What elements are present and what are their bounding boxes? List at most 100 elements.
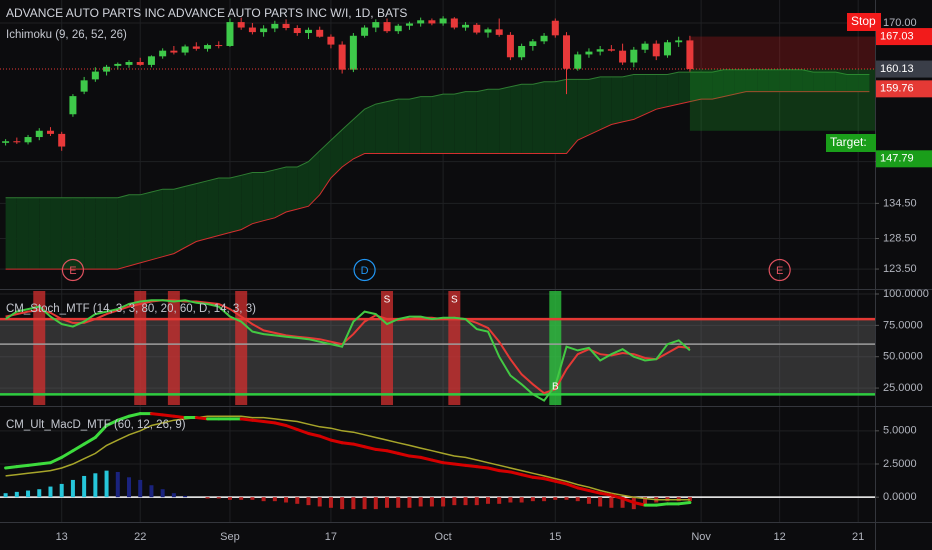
candle-body [349, 35, 357, 70]
macd-segment [587, 489, 602, 495]
cloud-fill [319, 140, 331, 195]
event-label: D [361, 265, 369, 277]
macd-segment [194, 416, 210, 421]
candle-body [46, 130, 54, 134]
histogram-bar [586, 497, 591, 504]
cloud-fill [95, 197, 107, 270]
histogram-bar [138, 479, 143, 498]
candle-body [630, 49, 638, 63]
x-tick-label: 13 [56, 531, 68, 543]
cloud-fill [768, 69, 780, 92]
macd-segment [273, 421, 288, 428]
candle-body [327, 36, 335, 45]
histogram-bar [239, 497, 244, 500]
histogram-bar [93, 473, 98, 498]
histogram-bar [48, 486, 53, 498]
cloud-fill [218, 178, 230, 236]
candle-body [372, 22, 380, 28]
histogram-bar [385, 497, 390, 508]
price-label-bg [876, 28, 932, 46]
candle-body [226, 22, 234, 46]
candle-body [260, 28, 268, 33]
macd-segment [654, 502, 669, 507]
indicator-title: CM_Ult_MacD_MTF (60, 12, 26, 9) [6, 419, 186, 431]
price-label: 159.76 [880, 83, 914, 95]
cloud-fill [532, 81, 545, 154]
x-tick-label: Sep [220, 531, 240, 543]
candle-body [24, 137, 32, 143]
histogram-bar [295, 497, 300, 504]
histogram-bar [261, 497, 266, 502]
histogram-bar [373, 497, 378, 510]
candle-body [540, 35, 548, 42]
macd-segment [363, 445, 378, 451]
x-tick-label: 21 [852, 531, 864, 543]
macd-segment [486, 466, 501, 473]
event-marker [768, 258, 791, 282]
macd-segment [26, 462, 41, 467]
cloud-fill [431, 94, 444, 154]
target-tag: Target: [830, 135, 867, 149]
macd-segment [542, 477, 557, 483]
candle-body [462, 24, 470, 28]
histogram-bar [26, 490, 31, 498]
candle-body [607, 49, 615, 51]
macd-segment [351, 442, 367, 449]
candle-body [652, 43, 660, 57]
cloud-fill [140, 191, 152, 263]
cloud-fill [72, 197, 85, 270]
stop-zone [689, 36, 875, 70]
cloud-fill [678, 72, 690, 105]
cloud-fill [723, 69, 735, 97]
histogram-bar [519, 497, 524, 503]
cloud-fill [342, 119, 354, 168]
candle-body [147, 56, 155, 65]
macd-segment [161, 413, 176, 418]
candle-body [394, 25, 402, 32]
cloud-fill [50, 197, 62, 270]
y-tick-label: 100.0000 [883, 288, 929, 300]
cloud-fill [701, 72, 713, 100]
cloud-fill [521, 84, 533, 154]
macd-segment [295, 427, 310, 435]
macd-segment [576, 486, 591, 493]
cloud-fill [398, 99, 410, 154]
candle-body [91, 71, 99, 80]
stop-tag: Stop [851, 14, 876, 28]
macd-segment [419, 455, 434, 462]
histogram-bar [687, 497, 692, 502]
signal-label: B [552, 382, 559, 393]
histogram-bar [250, 497, 255, 500]
candle-body [159, 50, 167, 57]
macd-segment [452, 462, 468, 467]
price-label: 167.03 [880, 30, 914, 42]
cloud-fill [61, 197, 73, 270]
candle-body [439, 18, 447, 24]
signal-bar [381, 291, 394, 405]
candle-body [204, 45, 212, 49]
macd-segment [37, 461, 52, 466]
histogram-bar [485, 497, 490, 504]
histogram-bar [542, 497, 547, 502]
cloud-fill [454, 91, 466, 154]
macd-segment [262, 420, 277, 425]
histogram-bar [362, 497, 367, 510]
cloud-fill [465, 91, 477, 154]
histogram-bar [183, 495, 188, 498]
candle-body [125, 62, 133, 65]
stoch-line [5, 299, 691, 395]
histogram-bar [160, 489, 165, 498]
histogram-bar [272, 497, 277, 502]
signal-label: S [384, 295, 391, 306]
cloud-fill [420, 96, 432, 154]
candle-body [663, 42, 671, 56]
y-tick-label: 0.0000 [883, 491, 917, 503]
stop-tag-bg [847, 13, 881, 31]
cloud-fill [106, 197, 118, 270]
macd-segment [677, 500, 692, 506]
y-tick-label: 170.00 [883, 17, 917, 29]
chart-title: ADVANCE AUTO PARTS INC ADVANCE AUTO PART… [6, 6, 407, 20]
candle-body [405, 23, 413, 26]
histogram-bar [227, 497, 232, 500]
